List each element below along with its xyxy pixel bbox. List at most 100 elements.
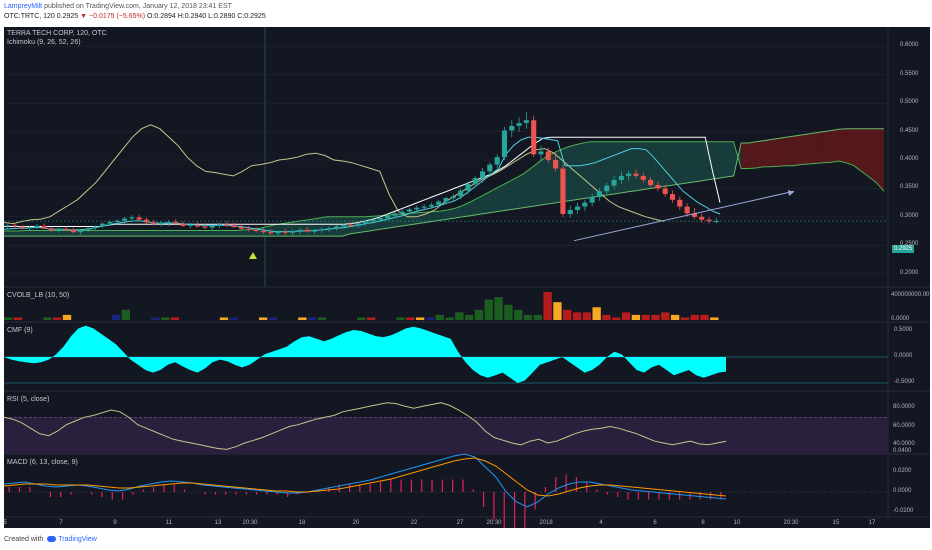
ichimoku-cloud-segment [868,128,877,183]
candle-body [706,219,712,222]
candle-body [202,226,208,228]
volume-bar [641,314,650,320]
candle-body [545,151,551,160]
candle-body [611,179,617,186]
price-tick-label: 0.3000 [900,212,919,219]
time-tick-label: 7 [59,520,63,526]
ichimoku-cloud-segment [192,230,200,237]
volume-bar [43,317,52,320]
ichimoku-cloud-segment [176,230,185,237]
candle-body [143,219,150,223]
ichimoku-cloud-segment [846,128,854,166]
candle-body [363,221,369,224]
volume-bar [259,317,268,320]
ichimoku-cloud-segment [34,230,42,237]
candle-body [70,229,76,233]
ichimoku-cloud-segment [545,153,554,205]
ichimoku-cloud-segment [771,138,779,167]
ichimoku-cloud-segment [605,141,614,196]
publish-header: LampreyMilt published on TradingView.com… [0,0,932,27]
volume-bar [53,317,62,320]
volume-bar [170,317,180,320]
ichimoku-cloud-segment [793,135,802,166]
volume-bar [268,317,278,320]
ichimoku-cloud-segment [831,129,839,163]
cmf-tick-label: -0.5000 [894,379,915,385]
ichimoku-cloud-segment [447,208,456,220]
candle-body [589,196,595,203]
candle-body [428,204,434,207]
macd-tick-label: -0.0200 [893,508,914,514]
candle-body [669,194,676,200]
candle-body [158,223,164,225]
tradingview-brand[interactable]: TradingView [58,536,97,543]
ichimoku-cloud-segment [673,141,681,185]
ichimoku-cloud-segment [214,230,223,237]
ichimoku-cloud-segment [184,230,193,237]
candle-body [443,198,449,202]
volume-bar [582,312,592,320]
ichimoku-cloud-segment [530,162,539,207]
ichimoku-cloud-segment [628,141,636,192]
candle-body [626,173,632,176]
ichimoku-cloud-segment [703,141,712,181]
candle-body [472,178,478,184]
ichimoku-cloud-segment [778,137,787,167]
candle-body [465,183,471,191]
ichimoku-cloud-segment [169,230,177,237]
time-tick-label: 11 [165,520,173,526]
volume-bar [396,317,405,320]
volume-bar [504,304,513,320]
volume-bar [366,317,376,320]
rsi-pane-title: RSI (5, close) [7,396,50,403]
ichimoku-cloud-segment [816,131,824,164]
ichimoku-cloud-segment [440,210,448,221]
candle-body [450,196,456,199]
chart-svg[interactable] [4,27,930,528]
volume-bar [298,317,307,320]
candle-body [414,207,420,210]
cvol-tick-label: 0.0000 [891,316,910,322]
ichimoku-cloud-segment [598,141,606,197]
volume-bar [533,314,542,320]
candle-body [216,224,223,226]
candle-body [92,226,98,229]
chart-area[interactable]: TERRA TECH CORP, 120, OTC Ichimoku (9, 2… [3,27,930,528]
volume-bar [494,297,503,320]
trendline-arrow-icon [788,190,794,196]
time-tick-label: 13 [214,520,222,526]
ichimoku-cloud-segment [688,141,696,183]
rsi-tick-label: 40.0000 [893,440,915,447]
ichimoku-cloud-segment [312,217,320,237]
published-text: published on TradingView.com, January 12… [42,3,232,10]
ichimoku-cloud-segment [462,202,471,217]
author-link[interactable]: LampreyMilt [4,3,43,10]
ichimoku-cloud-segment [116,230,125,237]
volume-bar [592,307,601,320]
ichimoku-cloud-segment [711,141,719,180]
candle-body [348,224,354,226]
ichimoku-cloud-segment [695,141,704,182]
price-tick-label: 0.6000 [900,42,919,49]
candle-body [304,229,310,232]
candle-body [100,223,106,227]
ichimoku-cloud-segment [786,136,794,166]
trendline [573,190,795,242]
candle-body [56,228,62,231]
volume-bar [514,309,523,320]
volume-bar [464,314,474,320]
candle-body [129,217,135,219]
candle-body [180,223,186,226]
candle-body [596,191,603,197]
ichimoku-cloud-segment [131,230,140,237]
candle-body [633,173,639,176]
candle-body [260,231,266,233]
ichimoku-cloud-segment [64,230,72,237]
candle-body [341,224,347,227]
candle-body [355,223,361,226]
volume-bar [229,317,238,320]
ichimoku-cloud-segment [763,139,772,167]
candle-body [187,224,193,226]
candle-body [326,228,332,230]
time-tick-label: 17 [868,520,876,526]
